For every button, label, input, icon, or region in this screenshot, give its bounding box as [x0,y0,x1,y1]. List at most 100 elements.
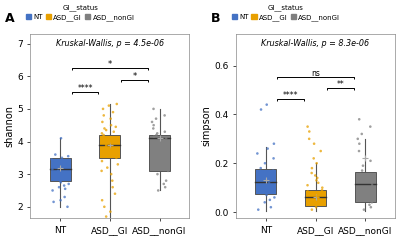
Point [57,174,63,178]
Point [314,161,320,165]
Point [309,208,315,212]
Point [264,147,271,151]
Point [153,133,160,137]
Point [108,149,114,153]
Bar [305,190,326,206]
Point [262,161,268,165]
Point [259,171,265,175]
Point [163,136,169,140]
Point [262,201,268,204]
Point [49,177,56,181]
Point [255,174,261,177]
Point [100,107,106,111]
Point [311,142,317,146]
Point [271,142,277,146]
Point [268,179,274,182]
Point [310,192,316,196]
Point [60,172,66,176]
Point [263,193,270,197]
Point [58,136,64,140]
Point [271,196,278,199]
Point [254,152,260,155]
Point [314,176,320,180]
Point [369,193,376,197]
Point [366,188,373,192]
Point [369,183,375,187]
Point [100,135,107,139]
Point [361,208,367,212]
Point [107,210,114,214]
Point [103,145,109,148]
Point [255,188,261,192]
Point [99,198,105,202]
Point [153,117,159,121]
Point [150,107,157,111]
Point [356,117,362,121]
Point [48,158,55,161]
Point [313,179,320,182]
Legend: NT, ASD__GI, ASD__nonGI: NT, ASD__GI, ASD__nonGI [232,4,340,21]
Point [66,182,72,186]
Point [319,188,325,192]
Point [65,159,71,163]
Point [367,125,374,129]
Point [110,110,116,114]
Point [367,159,374,163]
Point [255,208,262,212]
Bar [100,135,120,158]
Point [100,114,107,117]
Point [49,189,56,192]
Point [162,130,168,134]
Point [315,181,322,185]
Point [106,146,113,150]
Point [110,185,116,189]
Point [115,163,121,166]
Point [356,149,362,153]
Point [319,186,326,190]
Point [53,166,60,169]
Point [313,205,319,209]
Bar [149,135,170,171]
Point [62,187,68,191]
Point [64,164,71,168]
Point [57,179,63,183]
Point [264,103,270,107]
Point [105,136,112,140]
Point [105,140,111,143]
Point [365,186,371,190]
Bar [355,172,376,202]
Point [307,203,313,207]
Point [159,146,166,150]
Point [163,140,169,143]
Point [161,138,167,142]
Point [62,171,69,174]
Point [304,183,311,187]
Point [306,137,312,141]
Point [104,166,110,169]
Point [356,174,363,177]
Text: A: A [5,12,14,25]
Point [260,176,267,180]
Point [52,163,58,166]
Point [315,197,322,201]
Text: *: * [108,60,112,69]
Point [258,186,265,190]
Point [266,181,272,185]
Point [108,117,114,121]
Point [101,126,108,130]
Point [100,133,107,137]
Point [315,196,321,199]
Point [320,191,327,195]
Point [109,179,116,183]
Point [106,104,112,108]
Point [103,143,110,147]
Point [258,108,264,111]
Bar [50,158,70,181]
Point [154,131,160,135]
Y-axis label: simpson: simpson [201,106,211,147]
Point [108,148,115,152]
Point [314,194,320,198]
Point [108,123,114,127]
Point [354,137,361,141]
Point [62,195,68,199]
